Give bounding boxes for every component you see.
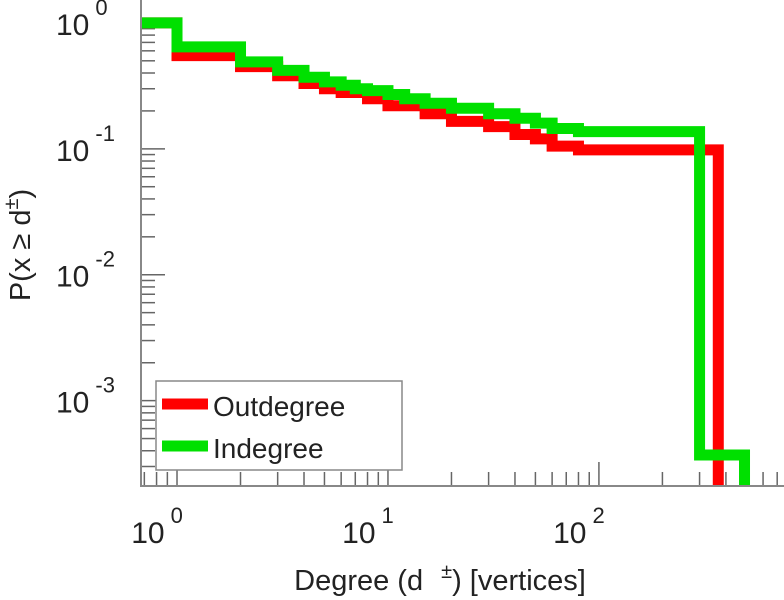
y-tick-label: 10-3	[56, 373, 115, 420]
x-tick-label: 101	[342, 503, 394, 550]
x-tick-label: 100	[131, 503, 183, 550]
y-tick-label: 10-2	[56, 247, 115, 294]
x-axis-label: Degree (d ±) [vertices]	[294, 561, 586, 597]
tick-labels: 100 101 102 100 10-1 10-2 10-3	[56, 0, 605, 550]
series-indegree	[141, 17, 751, 486]
y-axis-label: P(x ≥ d±)	[1, 189, 37, 301]
x-tick-label: 102	[553, 503, 605, 550]
legend-label-outdegree: Outdegree	[213, 391, 345, 422]
legend-box	[155, 380, 403, 471]
legend-label-indegree: Indegree	[213, 433, 324, 464]
axis-ticks	[141, 22, 778, 486]
y-tick-label: 10-1	[56, 121, 115, 168]
legend: Outdegree Indegree	[155, 380, 403, 471]
axes-frame	[140, 0, 784, 487]
series-lines	[141, 17, 751, 486]
y-tick-label: 100	[56, 0, 108, 42]
